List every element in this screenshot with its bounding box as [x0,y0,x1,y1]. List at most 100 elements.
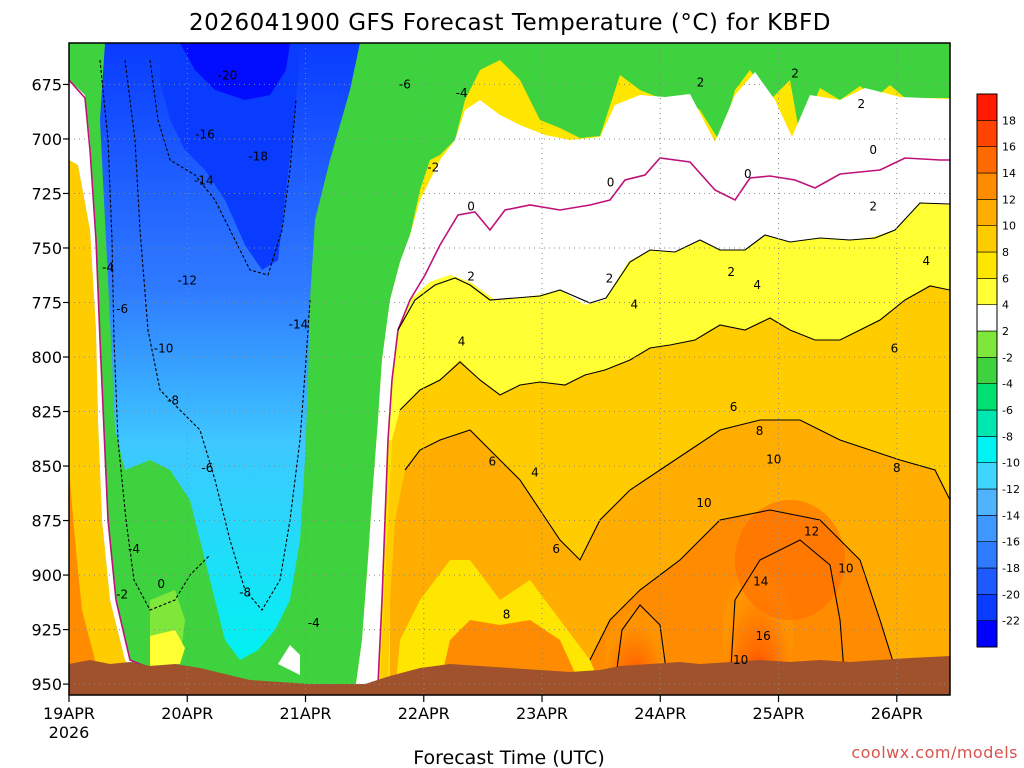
y-tick-label-8: 875 [31,512,62,531]
contour-label-46: 10 [733,653,748,667]
y-tick-label-11: 950 [31,675,62,694]
contour-label-9: -4 [102,261,114,275]
colorbar-swatch-4 [976,515,998,542]
contour-label-26: 0 [607,176,615,190]
contour-label-13: -8 [239,586,251,600]
contour-label-37: 4 [923,254,931,268]
contour-label-3: -14 [194,173,214,187]
contour-labels: -20-18-16-14-12-10-8-6-6-4-4-20-8-14-4-6… [102,67,930,668]
watermark: coolwx.com/models [851,743,1018,762]
contour-label-11: -2 [116,588,128,602]
colorbar-swatch-9 [976,383,998,411]
contour-line-12 [729,539,846,685]
contour-label-30: 4 [753,278,761,292]
contour-label-41: 10 [696,496,711,510]
contour-label-5: -10 [154,341,174,355]
contour-label-48: 8 [893,461,901,475]
colorbar-swatch-0 [976,620,998,648]
contour-label-47: 6 [891,341,899,355]
colorbar-label-11: 2 [1002,325,1009,338]
contour-line-0-left [69,79,151,669]
contour-label-16: -6 [399,77,411,91]
x-axis: 19APR 20APR 21APR 22APR 23APR 24APR 25APR 26APR… [43,695,923,742]
contour-line-minus-10 [124,59,311,611]
colorbar-swatch-11 [976,330,998,358]
y-tick-label-2: 725 [31,184,62,203]
contour-label-45: 16 [756,629,771,643]
colorbar-label-8: -6 [1002,404,1013,417]
colorbar-swatch-10 [976,357,998,384]
x-tick-label-1: 20APR [161,704,213,723]
contour-label-7: -6 [201,461,213,475]
colorbar-label-16: 12 [1002,193,1016,206]
colorbar-swatch-6 [976,462,998,490]
contour-label-32: 2 [697,75,705,89]
colorbar-label-2: -18 [1002,562,1020,575]
fill-white-pocket-21apr [278,645,300,675]
colorbar-label-9: -4 [1002,378,1013,391]
fill-yellow-2-4 [388,203,950,440]
fill-orange-left-core [69,470,105,684]
colorbar-swatch-1 [976,594,998,621]
contour-label-33: 2 [791,67,799,81]
contour-label-0: -20 [218,69,238,83]
contour-label-40: 10 [766,452,781,466]
contour-label-38: 6 [730,400,738,414]
y-tick-label-9: 900 [31,566,62,585]
grid-lines [69,43,950,695]
fill-orange-6-8 [390,420,950,684]
contour-label-14: -14 [289,317,309,331]
terrain-ground [69,656,950,695]
colorbar-swatch-14 [976,251,998,279]
contour-label-22: 6 [489,455,497,469]
contour-line-minus-16 [149,59,297,276]
colorbar-swatch-16 [976,199,998,226]
fill-deep-cold-core [160,43,300,270]
colorbar-swatch-5 [976,488,998,516]
fill-warm-core-25apr [735,500,845,620]
contour-label-36: 2 [869,200,877,214]
x-tick-year-label: 2026 [49,723,90,742]
fill-yellow-pocket-20apr [150,630,185,666]
contour-label-27: 2 [606,272,614,286]
x-tick-label-6: 25APR [752,704,804,723]
x-tick-label-5: 24APR [634,704,686,723]
contour-label-4: -12 [177,274,197,288]
colorbar-label-4: -14 [1002,509,1020,522]
contour-line-0-upper [377,157,950,685]
contour-label-15: -4 [308,616,320,630]
chart-title: 2026041900 GFS Forecast Temperature (°C)… [189,10,831,36]
y-tick-label-7: 850 [31,457,62,476]
x-tick-label-4: 23APR [516,704,568,723]
colorbar-label-7: -8 [1002,430,1013,443]
colorbar-swatch-20 [976,93,998,121]
contour-line-6 [404,419,950,561]
x-tick-label-2: 21APR [279,704,331,723]
colorbar-swatch-12 [976,304,998,332]
contour-label-18: -2 [427,160,439,174]
fill-coldest-core [180,43,290,100]
x-tick-label-0: 19APR [43,704,95,723]
colorbar-swatch-7 [976,436,998,463]
fill-white-band [356,72,950,684]
contour-label-8: -6 [116,302,128,316]
contour-label-43: 10 [838,562,853,576]
contour-label-23: 4 [531,466,539,480]
x-tick-label-3: 22APR [398,704,450,723]
contour-label-44: 14 [753,575,768,589]
colorbar-label-17: 14 [1002,167,1016,180]
contour-label-17: -4 [456,86,468,100]
contour-label-2: -16 [195,128,215,142]
colorbar-label-12: 4 [1002,299,1009,312]
colorbar-swatch-2 [976,567,998,595]
colorbar-label-18: 16 [1002,141,1016,154]
contour-label-28: 4 [630,298,638,312]
x-axis-label: Forecast Time (UTC) [413,747,604,768]
contour-label-1: -18 [248,149,268,163]
y-tick-label-6: 825 [31,403,62,422]
temperature-field [69,43,950,695]
contour-line-4 [399,285,950,411]
colorbar-label-6: -10 [1002,457,1020,470]
contour-line-10 [614,604,669,685]
